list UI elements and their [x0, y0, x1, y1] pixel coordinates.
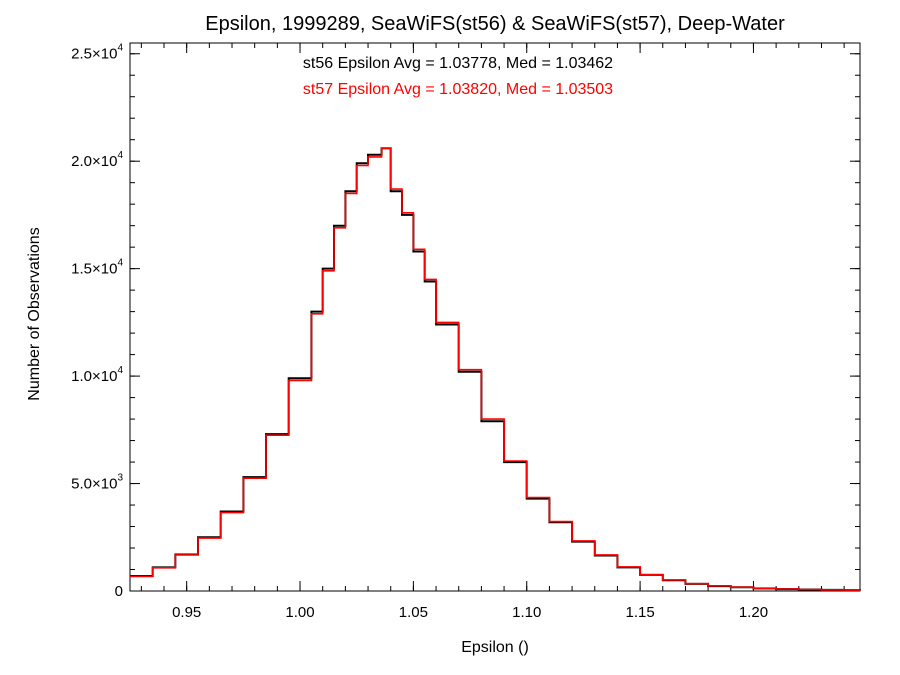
plot-area [129, 42, 861, 592]
y-tick-label: 2.0×104 [71, 150, 123, 170]
x-tick-label: 1.10 [512, 604, 541, 621]
y-tick-label: 1.5×104 [71, 258, 123, 278]
y-tick-label: 2.5×104 [71, 43, 123, 63]
x-tick-label: 1.20 [739, 604, 768, 621]
plot-frame [129, 42, 861, 592]
x-tick-label: 1.05 [399, 604, 428, 621]
x-tick-label: 1.00 [285, 604, 314, 621]
y-tick-labels: 0 5.0×103 1.0×104 1.5×104 2.0×104 2.5×104 [71, 43, 123, 600]
annotations: st56 Epsilon Avg = 1.03778, Med = 1.0346… [303, 55, 613, 98]
y-tick-label: 1.0×104 [71, 365, 123, 385]
x-tick-label: 1.15 [625, 604, 654, 621]
chart-title: Epsilon, 1999289, SeaWiFS(st56) & SeaWiF… [205, 13, 785, 35]
y-axis-label: Number of Observations [26, 227, 43, 400]
stat-annotation: st57 Epsilon Avg = 1.03820, Med = 1.0350… [303, 81, 613, 98]
y-tick-label: 0 [115, 583, 123, 600]
x-tick-label: 0.95 [172, 604, 201, 621]
stat-annotation: st56 Epsilon Avg = 1.03778, Med = 1.0346… [303, 55, 613, 72]
series-line-0 [130, 147, 861, 592]
series-line-1 [130, 147, 861, 591]
x-tick-labels: 0.95 1.00 1.05 1.10 1.15 1.20 [172, 604, 768, 621]
x-axis-label: Epsilon () [461, 639, 529, 656]
y-tick-label: 5.0×103 [71, 473, 123, 493]
series-lines [130, 147, 861, 592]
